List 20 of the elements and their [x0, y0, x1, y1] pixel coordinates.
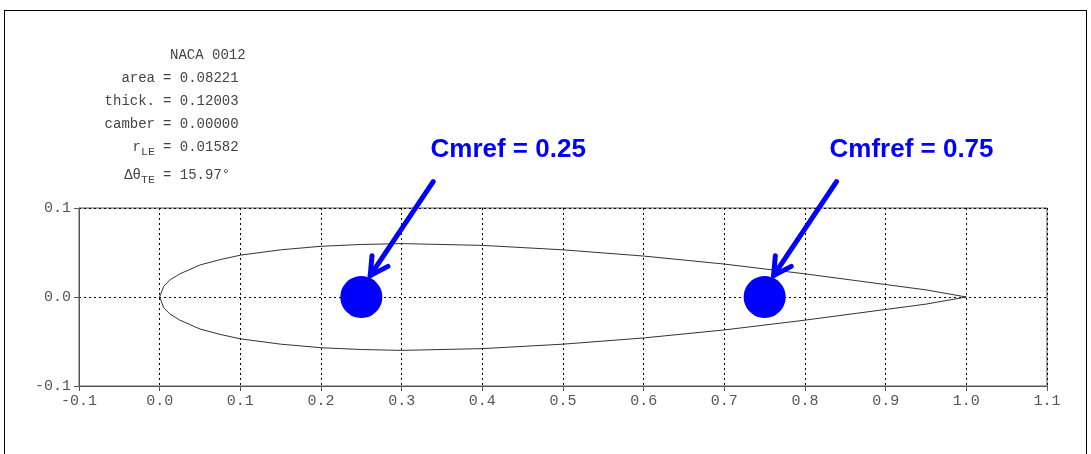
- x-tick-label: -0.1: [60, 393, 98, 410]
- y-tick-label: -0.1: [34, 377, 71, 395]
- text: area = 0.08221 thick. = 0.12003 camber = 0.00000 r$_{LE}$ = 0.01582 Δθ$_{TE}$ = 15.97°: [104, 70, 239, 187]
- x-tick-label: 0.1: [226, 393, 254, 410]
- x-tick-label: 0.5: [549, 393, 577, 410]
- x-tick-label: 0.9: [872, 393, 900, 410]
- x-tick-label: 1.1: [1033, 393, 1061, 410]
- chart-title: NACA 0012: [169, 46, 247, 65]
- x-tick-label: 0.4: [468, 393, 496, 410]
- x-tick-label: 0.3: [388, 393, 416, 410]
- x-tick-label: 0.8: [791, 393, 819, 410]
- x-tick-label: 0.0: [146, 393, 174, 410]
- annotation: Cmref = 0.25: [429, 132, 587, 164]
- x-tick-label: 0.2: [307, 393, 335, 410]
- y-tick-label: 0.1: [43, 199, 71, 217]
- x-tick-label: 0.7: [710, 393, 738, 410]
- x-tick-label: 1.0: [952, 393, 980, 410]
- x-tick-label: 0.6: [630, 393, 658, 410]
- y-tick-label: 0.0: [43, 288, 71, 306]
- annotation: Cmfref = 0.75: [828, 132, 995, 164]
